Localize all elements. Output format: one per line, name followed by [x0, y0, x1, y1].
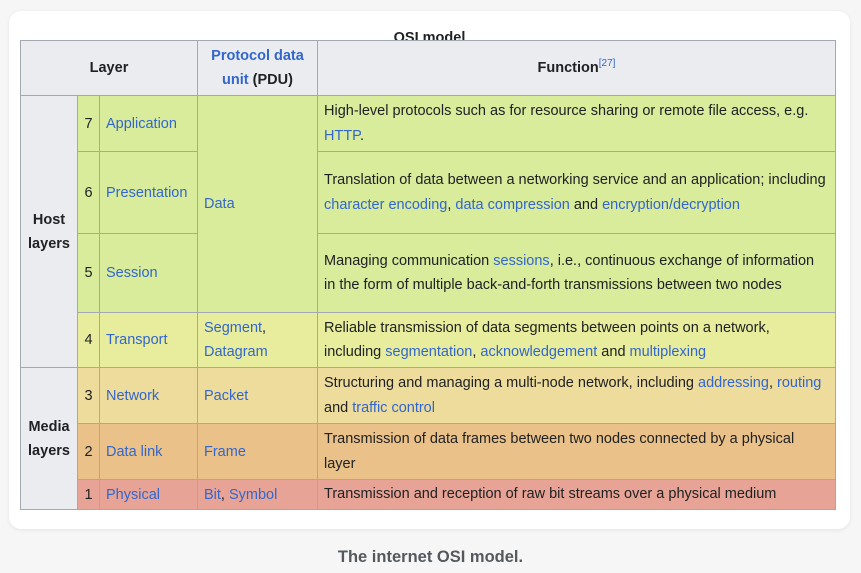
pdu-segment-cell: Segment, Datagram — [197, 312, 318, 368]
function-link-acknowledgement[interactable]: acknowledgement — [480, 344, 598, 360]
layer-name: Application — [99, 95, 198, 152]
function-text: Translation of data between a networking… — [324, 172, 826, 188]
group-media-layers: Media layers — [20, 367, 78, 510]
layer-row-physical: 1 Physical Bit, Symbol Transmission and … — [21, 479, 836, 510]
layer-number: 4 — [77, 312, 100, 368]
layer-link-network[interactable]: Network — [106, 387, 160, 404]
pdu-packet-cell: Packet — [197, 367, 318, 424]
layer-name: Data link — [99, 423, 198, 480]
pdu-bit-cell: Bit, Symbol — [197, 479, 318, 510]
layer-row-data-link: 2 Data link Frame Transmission of data f… — [21, 423, 836, 480]
function-label: Function — [537, 60, 599, 76]
layer-row-session: 5 Session Managing communication session… — [21, 233, 836, 313]
function-text: and — [597, 344, 630, 360]
header-pdu: Protocol data unit (PDU) — [197, 40, 318, 96]
pdu-link[interactable]: Protocol data unit — [211, 48, 304, 88]
pdu-link-packet[interactable]: Packet — [204, 387, 249, 404]
layer-link-transport[interactable]: Transport — [106, 332, 168, 348]
function-text: . — [360, 127, 365, 144]
layer-name: Network — [99, 367, 198, 424]
function-text: Reliable transmission of data segments b… — [324, 319, 770, 361]
layer-function: Transmission and reception of raw bit st… — [317, 479, 836, 510]
function-reference-link[interactable]: [27] — [598, 58, 616, 70]
function-text: and — [569, 196, 603, 213]
pdu-frame-cell: Frame — [197, 423, 318, 480]
function-text: Managing communication — [324, 252, 494, 269]
function-text: and — [324, 399, 353, 416]
function-text: , — [472, 344, 481, 360]
layer-link-presentation[interactable]: Presentation — [106, 184, 188, 201]
layer-function: Structuring and managing a multi-node ne… — [317, 367, 836, 424]
layer-function: Reliable transmission of data segments b… — [317, 312, 836, 368]
pdu-link-symbol[interactable]: Symbol — [228, 486, 278, 503]
layer-link-data-link[interactable]: Data link — [106, 443, 163, 460]
function-text: , i.e., continuous exchange of informati… — [324, 252, 815, 294]
layer-name: Session — [99, 233, 198, 313]
function-link-routing[interactable]: routing — [777, 375, 822, 391]
function-link-sessions[interactable]: sessions — [493, 252, 550, 269]
layer-row-application: Host layers 7 Application Data High-leve… — [20, 95, 836, 368]
function-link-data-compression[interactable]: data compression — [455, 196, 570, 213]
function-link-addressing[interactable]: addressing — [698, 375, 769, 391]
layer-name: Transport — [99, 312, 198, 368]
function-link-encryption[interactable]: encryption/decryption — [602, 196, 740, 213]
pdu-link-bit[interactable]: Bit — [204, 486, 221, 503]
function-text: , — [447, 196, 456, 213]
function-text: Transmission of data frames between two … — [324, 431, 795, 472]
function-text: , — [768, 375, 777, 391]
function-link-http[interactable]: HTTP — [324, 127, 360, 144]
layer-row-network: Media layers 3 Network Packet Structurin… — [20, 367, 836, 510]
pdu-link-data[interactable]: Data — [204, 196, 235, 212]
function-text: High-level protocols such as for resourc… — [324, 103, 809, 119]
layer-row-transport: 4 Transport Segment, Datagram Reliable tr… — [21, 312, 836, 368]
layer-name: Physical — [99, 479, 198, 510]
group-host-layers: Host layers — [20, 95, 78, 368]
header-function: Function[27] — [317, 40, 836, 96]
function-text: Structuring and managing a multi-node ne… — [324, 375, 698, 391]
layer-number: 6 — [77, 151, 100, 234]
layer-number: 7 — [77, 95, 100, 152]
layer-number: 2 — [77, 423, 100, 480]
osi-model-table: Layer Protocol data unit (PDU) Function[… — [20, 40, 836, 510]
function-link-character-encoding[interactable]: character encoding — [324, 196, 448, 213]
pdu-link-datagram[interactable]: Datagram — [204, 344, 268, 360]
layer-number: 1 — [77, 479, 100, 510]
layer-number: 3 — [77, 367, 100, 424]
layer-function: High-level protocols such as for resourc… — [317, 95, 836, 152]
layer-name: Presentation — [99, 151, 198, 234]
function-text: Transmission and reception of raw bit st… — [324, 486, 777, 503]
function-link-traffic-control[interactable]: traffic control — [352, 399, 435, 416]
function-link-segmentation[interactable]: segmentation — [385, 344, 473, 360]
layer-link-physical[interactable]: Physical — [106, 486, 160, 503]
image-caption: The internet OSI model. — [337, 548, 524, 566]
layer-link-session[interactable]: Session — [106, 265, 158, 281]
layer-link-application[interactable]: Application — [106, 115, 177, 132]
layer-function: Managing communication sessions, i.e., c… — [317, 233, 836, 313]
pdu-abbr: (PDU) — [252, 72, 293, 88]
header-layer: Layer — [20, 40, 198, 96]
pdu-data-cell: Data — [197, 95, 318, 313]
pdu-link-segment[interactable]: Segment — [204, 320, 263, 336]
layer-function: Translation of data between a networking… — [317, 151, 836, 234]
layer-row-presentation: 6 Presentation Translation of data betwe… — [21, 151, 836, 234]
layer-function: Transmission of data frames between two … — [317, 423, 836, 480]
function-link-multiplexing[interactable]: multiplexing — [629, 344, 707, 360]
pdu-separator: , — [262, 320, 267, 336]
layer-number: 5 — [77, 233, 100, 313]
pdu-link-frame[interactable]: Frame — [204, 443, 246, 460]
pdu-separator: , — [220, 486, 225, 503]
table-header-row: Layer Protocol data unit (PDU) Function[… — [20, 40, 836, 96]
